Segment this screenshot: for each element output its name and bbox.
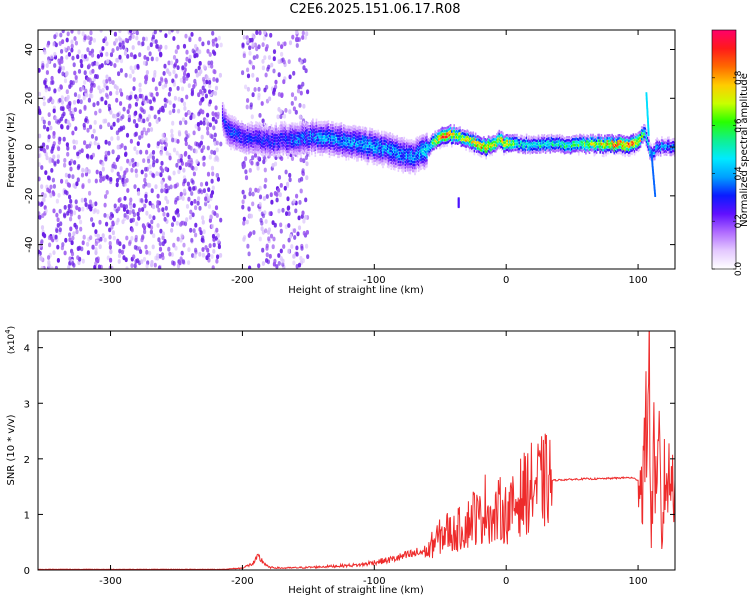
x-tick-label: -300 <box>99 275 122 286</box>
snr-plot-area <box>38 331 675 570</box>
colorbar-tick: 0.2 <box>712 214 744 228</box>
colorbar-tick: 0.6 <box>712 118 744 133</box>
y-tick-label: 20 <box>24 92 35 105</box>
colorbar-label: Normalized spectral amplitude <box>739 73 750 227</box>
y-tick-label: 40 <box>24 43 35 56</box>
snr-y-label: SNR (10 * v/v) <box>6 414 17 485</box>
x-tick: -300 <box>99 30 122 286</box>
spectral-ridge <box>221 102 675 176</box>
x-tick-label: 100 <box>629 576 648 587</box>
colorbar: 0.0 0.2 0.4 0.6 0.8 Normalized spectral ampl… <box>711 29 750 276</box>
snr-x-axis: -300 -200 -100 0 100 <box>99 331 648 587</box>
colorbar-ticks: 0.0 0.2 0.4 0.6 0.8 <box>712 70 744 276</box>
colorbar-tick-label: 0.6 <box>734 118 744 133</box>
spectrogram-y-axis: -40 -20 0 20 40 <box>24 43 675 253</box>
x-tick-label: -200 <box>231 275 254 286</box>
colorbar-tick-label: 0.8 <box>734 70 744 85</box>
spectrogram-plot-area <box>38 30 675 269</box>
colorbar-tick-label: 0.4 <box>734 166 744 181</box>
x-tick: -300 <box>99 331 122 587</box>
y-tick: -20 <box>24 188 675 204</box>
ridge-features <box>457 92 657 209</box>
y-tick-label: -20 <box>24 188 35 204</box>
spectrogram-x-label: Height of straight line (km) <box>288 285 424 296</box>
y-tick: 20 <box>24 92 675 105</box>
x-tick: -100 <box>363 331 386 587</box>
x-tick-label: -200 <box>231 576 254 587</box>
colorbar-frame <box>711 29 737 270</box>
x-tick: -200 <box>231 331 254 587</box>
y-tick: 3 <box>24 399 675 410</box>
y-tick-label: 3 <box>24 399 30 410</box>
x-tick-label: -100 <box>363 576 386 587</box>
snr-multiplier-label: (x104) <box>4 326 17 354</box>
y-tick: 40 <box>24 43 675 56</box>
x-tick: 100 <box>629 30 648 286</box>
y-tick-label: -40 <box>24 236 35 252</box>
spectrogram-x-axis: -300 -200 -100 0 100 <box>99 30 648 286</box>
spectrogram-y-label: Frequency (Hz) <box>6 112 17 188</box>
snr-x-label: Height of straight line (km) <box>288 585 424 596</box>
colorbar-gradient <box>712 30 736 269</box>
x-tick: -200 <box>231 30 254 286</box>
snr-frame <box>37 330 676 571</box>
y-tick: 1 <box>24 510 675 521</box>
colorbar-tick-label: 0.2 <box>734 214 744 228</box>
snr-y-axis: 0 1 2 3 4 <box>24 344 675 577</box>
figure-title: C2E6.2025.151.06.17.R08 <box>289 2 461 17</box>
noise-region <box>240 30 310 269</box>
x-tick-label: 0 <box>503 275 509 286</box>
colorbar-tick: 0.8 <box>712 70 744 85</box>
y-tick: 2 <box>24 455 675 466</box>
y-tick: 0 <box>24 566 675 577</box>
snr-panel: -300 -200 -100 0 100 0 1 2 3 4 Height of straigh… <box>4 326 676 596</box>
x-tick: 0 <box>503 331 509 587</box>
colorbar-tick: 0.4 <box>712 166 744 181</box>
x-tick-label: -300 <box>99 576 122 587</box>
x-tick: -100 <box>363 30 386 286</box>
y-tick-label: 0 <box>24 144 35 150</box>
x-tick-label: 0 <box>503 576 509 587</box>
x-tick: 0 <box>503 30 509 286</box>
y-tick: -40 <box>24 236 675 253</box>
colorbar-tick: 0.0 <box>712 262 744 277</box>
y-tick: 0 <box>24 144 675 150</box>
y-tick-label: 2 <box>24 455 30 466</box>
x-tick-label: 100 <box>629 275 648 286</box>
snr-series-line <box>38 331 675 570</box>
noise-region <box>38 30 223 269</box>
y-tick-label: 0 <box>24 566 30 577</box>
spectrogram-frame <box>37 29 676 270</box>
x-tick-label: -100 <box>363 275 386 286</box>
x-tick: 100 <box>629 331 648 587</box>
y-tick-label: 1 <box>24 510 30 521</box>
colorbar-tick-label: 0.0 <box>734 262 744 277</box>
y-tick-label: 4 <box>24 344 30 355</box>
y-tick: 4 <box>24 344 675 355</box>
